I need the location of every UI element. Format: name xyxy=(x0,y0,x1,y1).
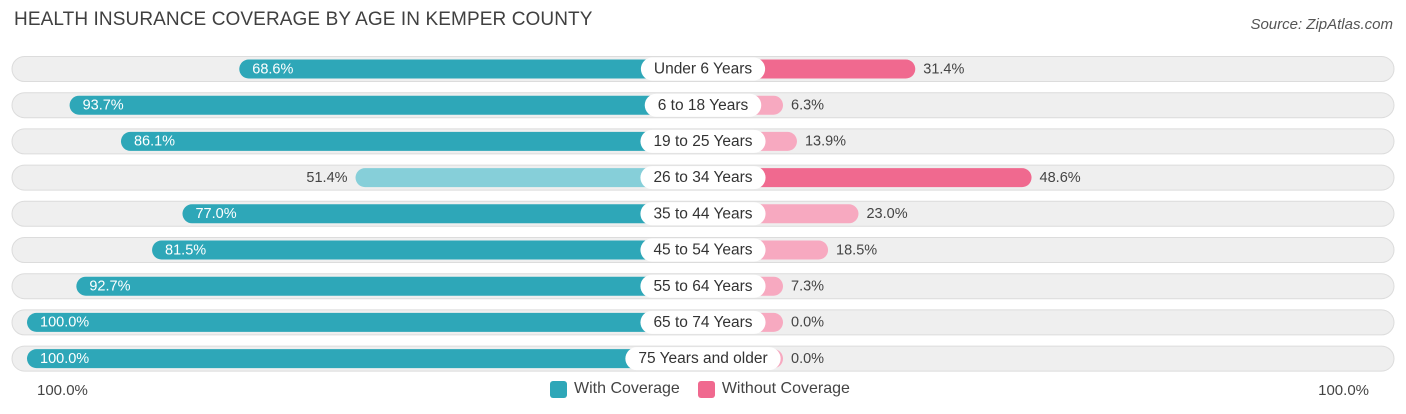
legend-label-with: With Coverage xyxy=(574,380,680,397)
bar-with-coverage xyxy=(152,240,703,260)
category-label: 75 Years and older xyxy=(638,350,767,367)
value-label-without: 6.3% xyxy=(791,98,824,114)
bar-with-coverage xyxy=(76,276,703,296)
legend-label-without: Without Coverage xyxy=(721,380,850,397)
legend: With Coverage Without Coverage xyxy=(550,380,868,398)
category-pill xyxy=(640,166,766,190)
legend-swatch-with xyxy=(550,380,567,398)
category-label: 6 to 18 Years xyxy=(658,97,749,114)
value-label-with: 68.6% xyxy=(252,61,293,77)
category-label: Under 6 Years xyxy=(654,61,752,78)
chart-title: HEALTH INSURANCE COVERAGE BY AGE IN KEMP… xyxy=(14,9,593,30)
category-label: 55 to 64 Years xyxy=(653,278,752,295)
value-label-without: 23.0% xyxy=(866,206,907,222)
bar-with-coverage xyxy=(182,204,704,224)
category-label: 26 to 34 Years xyxy=(653,169,752,186)
category-pill xyxy=(640,129,766,153)
value-label-with: 81.5% xyxy=(165,242,206,258)
category-label: 19 to 25 Years xyxy=(653,133,752,150)
value-label-without: 31.4% xyxy=(923,61,964,77)
value-label-without: 7.3% xyxy=(791,279,824,295)
legend-item-with-coverage: With Coverage xyxy=(550,380,680,398)
axis-left-label: 100.0% xyxy=(37,382,88,399)
category-pill xyxy=(640,274,766,298)
category-label: 35 to 44 Years xyxy=(653,205,752,222)
category-pill xyxy=(640,57,766,81)
value-label-with: 93.7% xyxy=(83,98,124,114)
bar-without-coverage xyxy=(703,168,1032,188)
category-pill xyxy=(640,202,766,226)
category-pill xyxy=(640,310,766,334)
source-label: Source: ZipAtlas.com xyxy=(1250,16,1393,33)
value-label-with: 100.0% xyxy=(40,315,89,331)
bar-with-coverage xyxy=(27,312,703,332)
value-label-with: 92.7% xyxy=(89,279,130,295)
bar-with-coverage xyxy=(355,168,703,188)
category-pill xyxy=(644,93,762,117)
category-pill xyxy=(625,347,781,371)
legend-item-without-coverage: Without Coverage xyxy=(697,380,850,398)
bar-with-coverage xyxy=(27,349,703,369)
category-pill xyxy=(640,238,766,262)
value-label-without: 18.5% xyxy=(836,242,877,258)
value-label-without: 48.6% xyxy=(1040,170,1081,186)
category-label: 65 to 74 Years xyxy=(653,314,752,331)
value-label-without: 13.9% xyxy=(805,134,846,150)
axis-right-label: 100.0% xyxy=(1318,382,1369,399)
value-label-without: 0.0% xyxy=(791,351,824,367)
value-label-with: 86.1% xyxy=(134,134,175,150)
bar-with-coverage xyxy=(120,131,704,151)
bar-with-coverage xyxy=(69,95,703,115)
legend-swatch-without xyxy=(697,380,715,398)
value-label-with: 51.4% xyxy=(306,170,347,186)
value-label-without: 0.0% xyxy=(791,315,824,331)
bar-with-coverage xyxy=(239,59,703,79)
category-label: 45 to 54 Years xyxy=(653,242,752,259)
value-label-with: 77.0% xyxy=(195,206,236,222)
value-label-with: 100.0% xyxy=(40,351,89,367)
